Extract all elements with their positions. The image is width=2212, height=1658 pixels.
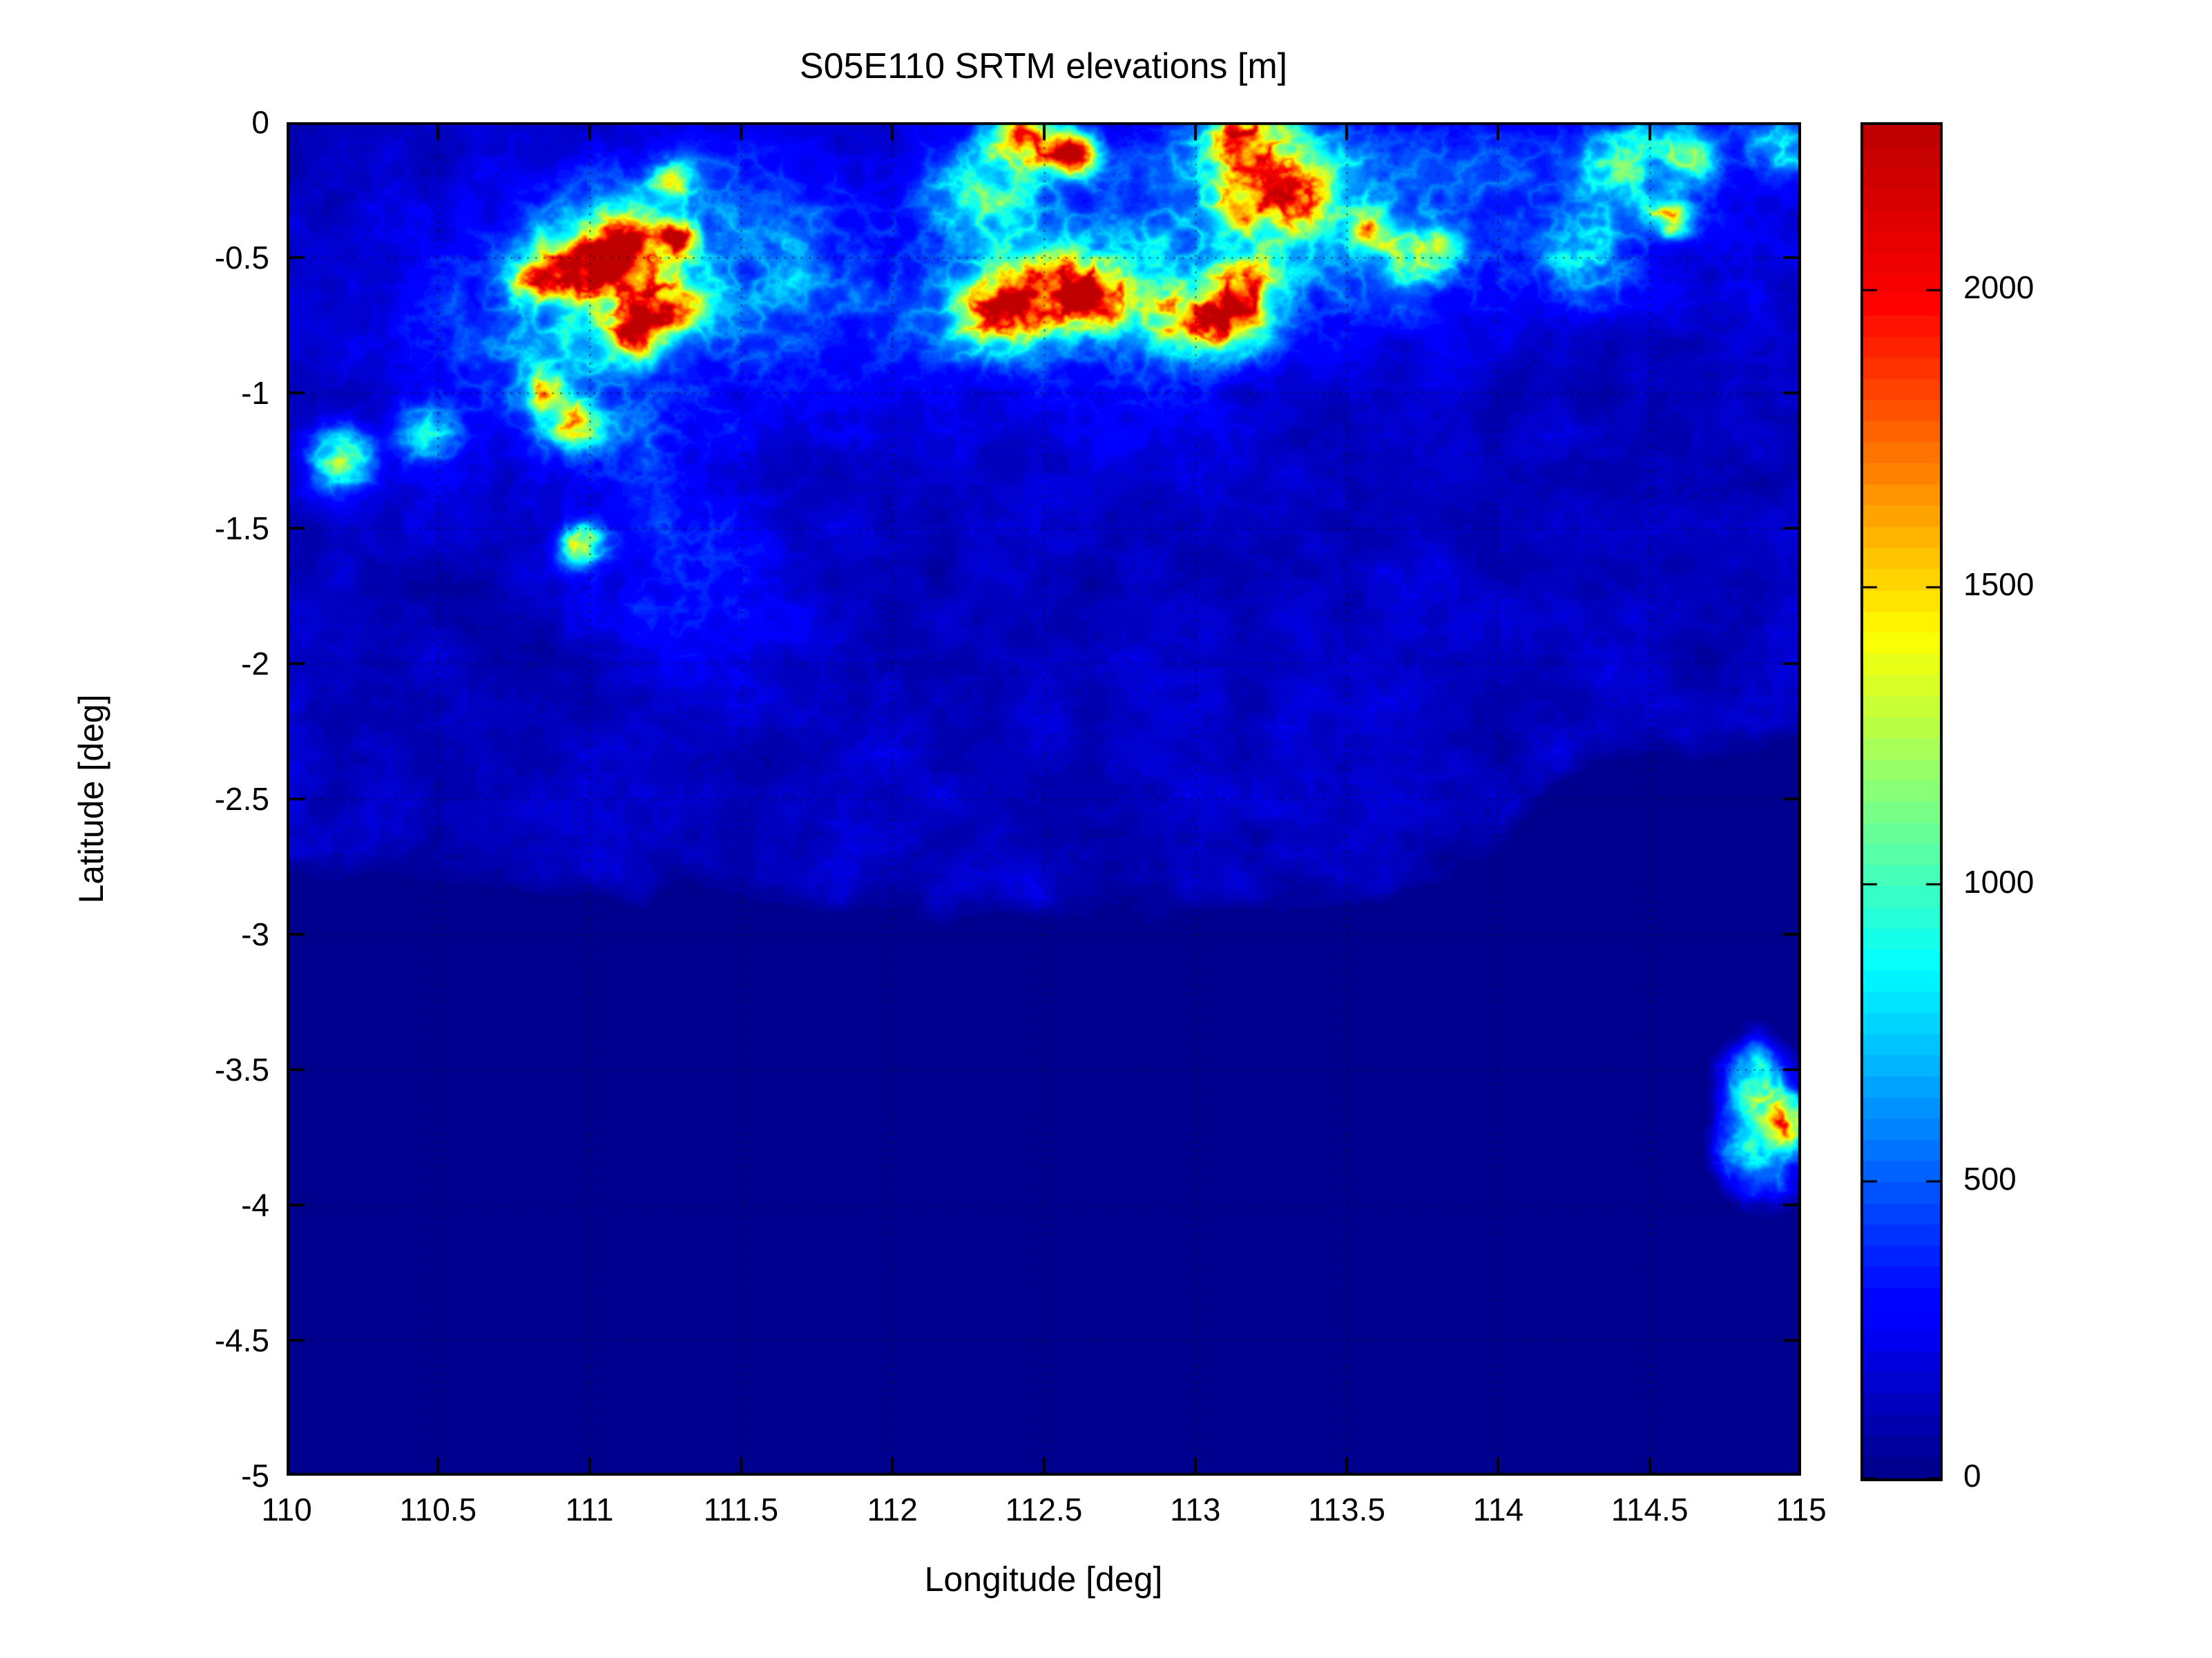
x-tick-label: 111 [565, 1492, 614, 1527]
colorbar-tick-label: 0 [1963, 1458, 1981, 1494]
y-tick-label: -3 [241, 916, 269, 952]
y-tick-label: 0 [251, 104, 269, 140]
x-tick-label: 113.5 [1308, 1492, 1385, 1527]
colorbar-tick-label: 2000 [1963, 269, 2035, 306]
y-tick-label: -5 [241, 1458, 269, 1494]
x-axis-label: Longitude [deg] [924, 1560, 1163, 1599]
x-tick-label: 112 [867, 1492, 918, 1527]
y-tick-label: -4 [241, 1187, 269, 1223]
y-tick-label: -4.5 [214, 1322, 269, 1358]
y-axis-label: Latitude [deg] [72, 694, 110, 904]
x-tick-label: 110 [261, 1492, 312, 1527]
y-tick-label: -1.5 [214, 510, 269, 546]
x-tick-label: 111.5 [703, 1492, 779, 1527]
y-tick-label: -0.5 [214, 240, 269, 276]
colorbar-tick-label: 500 [1963, 1160, 2017, 1197]
axes-grid-overlay [287, 122, 1801, 1476]
x-tick-label: 114.5 [1610, 1492, 1689, 1527]
x-tick-label: 110.5 [399, 1492, 477, 1527]
x-tick-label: 115 [1776, 1492, 1827, 1527]
y-tick-label: -1 [241, 375, 269, 411]
y-tick-label: -2.5 [214, 781, 269, 817]
y-tick-label: -3.5 [214, 1052, 269, 1088]
colorbar-tick-label: 1500 [1963, 566, 2035, 603]
chart-title: S05E110 SRTM elevations [m] [799, 46, 1288, 86]
colorbar [1860, 122, 1943, 1481]
x-tick-label: 113 [1170, 1492, 1221, 1527]
colorbar-tick-label: 1000 [1963, 863, 2035, 900]
x-tick-label: 112.5 [1005, 1492, 1083, 1527]
x-tick-label: 114 [1472, 1492, 1524, 1527]
y-tick-label: -2 [241, 646, 269, 682]
